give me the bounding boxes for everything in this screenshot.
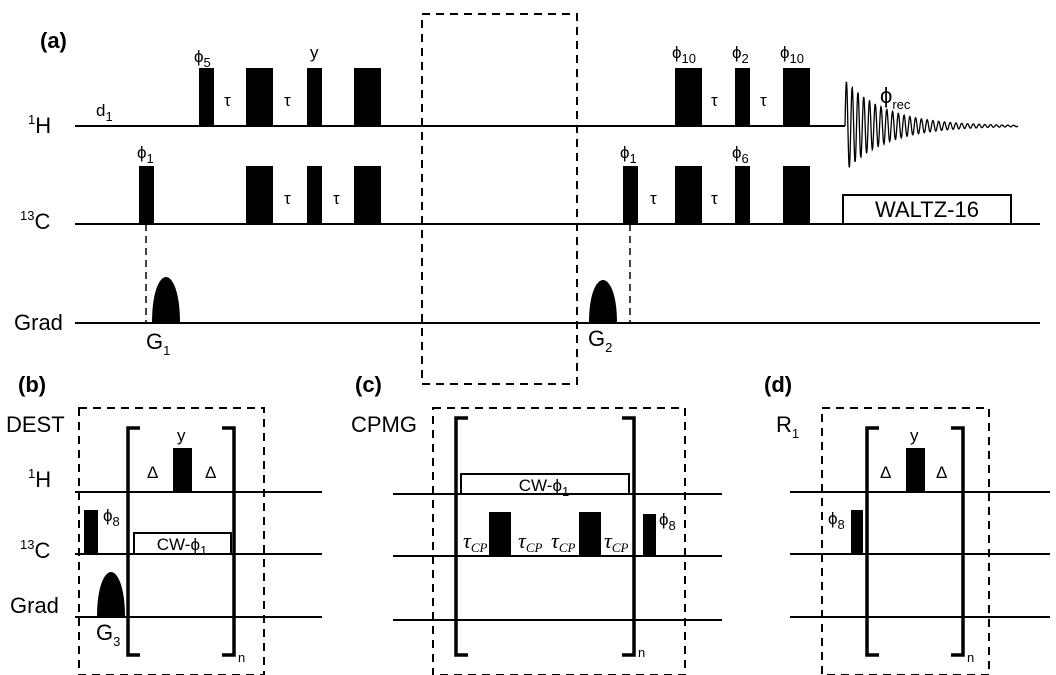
gradient-g3	[97, 572, 125, 617]
h-pulse-1	[199, 68, 214, 126]
c-phase-label-7: ϕ6	[732, 143, 749, 166]
c-pulse-1	[489, 512, 511, 556]
d-delta-2: Δ	[936, 463, 947, 482]
h-phase-label-5: ϕ10	[672, 43, 696, 66]
c-right-bracket	[622, 416, 636, 657]
gradient-g2-label: G2	[588, 326, 612, 355]
gradient-g2	[589, 280, 617, 323]
r1-sequence-name: R1	[776, 412, 799, 441]
h-pulse-4	[354, 68, 381, 126]
panel-b-label: (b)	[18, 372, 46, 397]
cpmg-sequence-name: CPMG	[351, 412, 417, 437]
r1-block-outline	[821, 407, 990, 675]
c-pulse-2	[579, 512, 601, 556]
c-cw-block	[460, 473, 630, 495]
gradient-g1	[152, 277, 180, 323]
h-tau-1: τ	[224, 91, 231, 110]
d-c-pulse-phi8	[851, 510, 863, 554]
carbon-channel-label-b: 13C	[20, 537, 50, 563]
b-cw-block	[133, 532, 232, 555]
panel-d: (d) R1 ϕ8 n y Δ Δ	[764, 372, 1050, 675]
waltz-16-decoupling-block	[842, 194, 1012, 225]
d-right-bracket	[951, 426, 965, 657]
proton-channel-label-b: 1H	[28, 466, 51, 492]
c-pulse-3	[307, 166, 322, 224]
carbon-channel-label: 13C	[20, 208, 50, 234]
gradient-g1-label: G1	[146, 329, 170, 358]
receiver-phase-label: ϕrec	[880, 83, 911, 112]
b-delta-1: Δ	[147, 463, 158, 482]
c-repeat-n: n	[638, 645, 645, 660]
h-pulse-7	[783, 68, 810, 126]
h-phase-label-3: y	[310, 43, 319, 62]
b-right-bracket	[222, 426, 236, 657]
c-pulse-4	[354, 166, 381, 224]
d-phi8-label: ϕ8	[828, 509, 845, 532]
panel-a-label: (a)	[40, 28, 67, 53]
d-y-label: y	[910, 426, 919, 445]
dest-block-outline	[78, 407, 265, 675]
b-c-pulse-phi8	[84, 510, 98, 554]
c-phase-label-5: ϕ1	[620, 143, 637, 166]
c-pulse-2	[246, 166, 273, 224]
waltz-16-label: WALTZ-16	[875, 197, 979, 222]
b-repeat-n: n	[238, 650, 245, 665]
fid-signal	[844, 81, 1019, 168]
b-y-label: y	[177, 426, 186, 445]
c-tau-cp-2: τCP	[518, 528, 543, 555]
b-delta-2: Δ	[205, 463, 216, 482]
dest-sequence-name: DEST	[6, 412, 65, 437]
c-tau-cp-4: τCP	[604, 528, 629, 555]
h-tau-2: τ	[284, 91, 291, 110]
c-tau-4: τ	[711, 189, 718, 208]
c-pulse-6	[675, 166, 702, 224]
c-pulse-1	[139, 166, 154, 224]
c-left-bracket	[454, 416, 468, 657]
h-phase-label-6: ϕ2	[732, 43, 749, 66]
panel-c: (c) CPMG n CW-ϕ1 ϕ8 τCP τCP τCP τCP	[351, 372, 722, 675]
h-pulse-6	[735, 68, 750, 126]
panel-a: (a) 1H 13C Grad d1 ϕ5 y ϕ10 ϕ2 ϕ10 τ τ τ…	[14, 13, 1040, 385]
panel-d-label: (d)	[764, 372, 792, 397]
c-tau-3: τ	[650, 189, 657, 208]
c-tau-cp-3: τCP	[551, 528, 576, 555]
d-repeat-n: n	[967, 650, 974, 665]
h-tau-3: τ	[711, 91, 718, 110]
c-tau-cp-1: τCP	[463, 528, 488, 555]
b-h-pulse-y	[173, 448, 192, 492]
gradient-g3-label: G3	[96, 620, 120, 649]
h-pulse-5	[675, 68, 702, 126]
panel-b: (b) DEST 1H 13C Grad ϕ8 G3 n y Δ Δ CW-ϕ1	[6, 372, 322, 675]
h-pulse-2	[246, 68, 273, 126]
panel-c-label: (c)	[355, 372, 382, 397]
c-cw-label: CW-ϕ1	[519, 476, 569, 499]
c-pulse-8	[783, 166, 810, 224]
insertion-block-placeholder	[421, 13, 578, 385]
b-cw-label: CW-ϕ1	[157, 535, 207, 558]
d1-delay-label: d1	[96, 101, 113, 124]
h-phase-label-7: ϕ10	[780, 43, 804, 66]
d-delta-1: Δ	[880, 463, 891, 482]
h-phase-label-1: ϕ5	[194, 47, 211, 70]
c-pulse-phi8	[643, 514, 656, 556]
c-phi8-label: ϕ8	[659, 510, 676, 533]
h-pulse-3	[307, 68, 322, 126]
c-pulse-5	[623, 166, 638, 224]
d-left-bracket	[865, 426, 879, 657]
proton-channel-label: 1H	[28, 112, 51, 138]
b-phi8-label: ϕ8	[103, 506, 120, 529]
gradient-channel-label: Grad	[14, 310, 63, 335]
h-tau-4: τ	[760, 91, 767, 110]
cpmg-block-outline	[432, 407, 686, 675]
d-h-pulse-y	[906, 448, 925, 492]
b-left-bracket	[126, 426, 140, 657]
gradient-channel-label-b: Grad	[10, 593, 59, 618]
c-phase-label-1: ϕ1	[137, 143, 154, 166]
c-tau-2: τ	[333, 189, 340, 208]
c-pulse-7	[735, 166, 750, 224]
c-tau-1: τ	[284, 189, 291, 208]
